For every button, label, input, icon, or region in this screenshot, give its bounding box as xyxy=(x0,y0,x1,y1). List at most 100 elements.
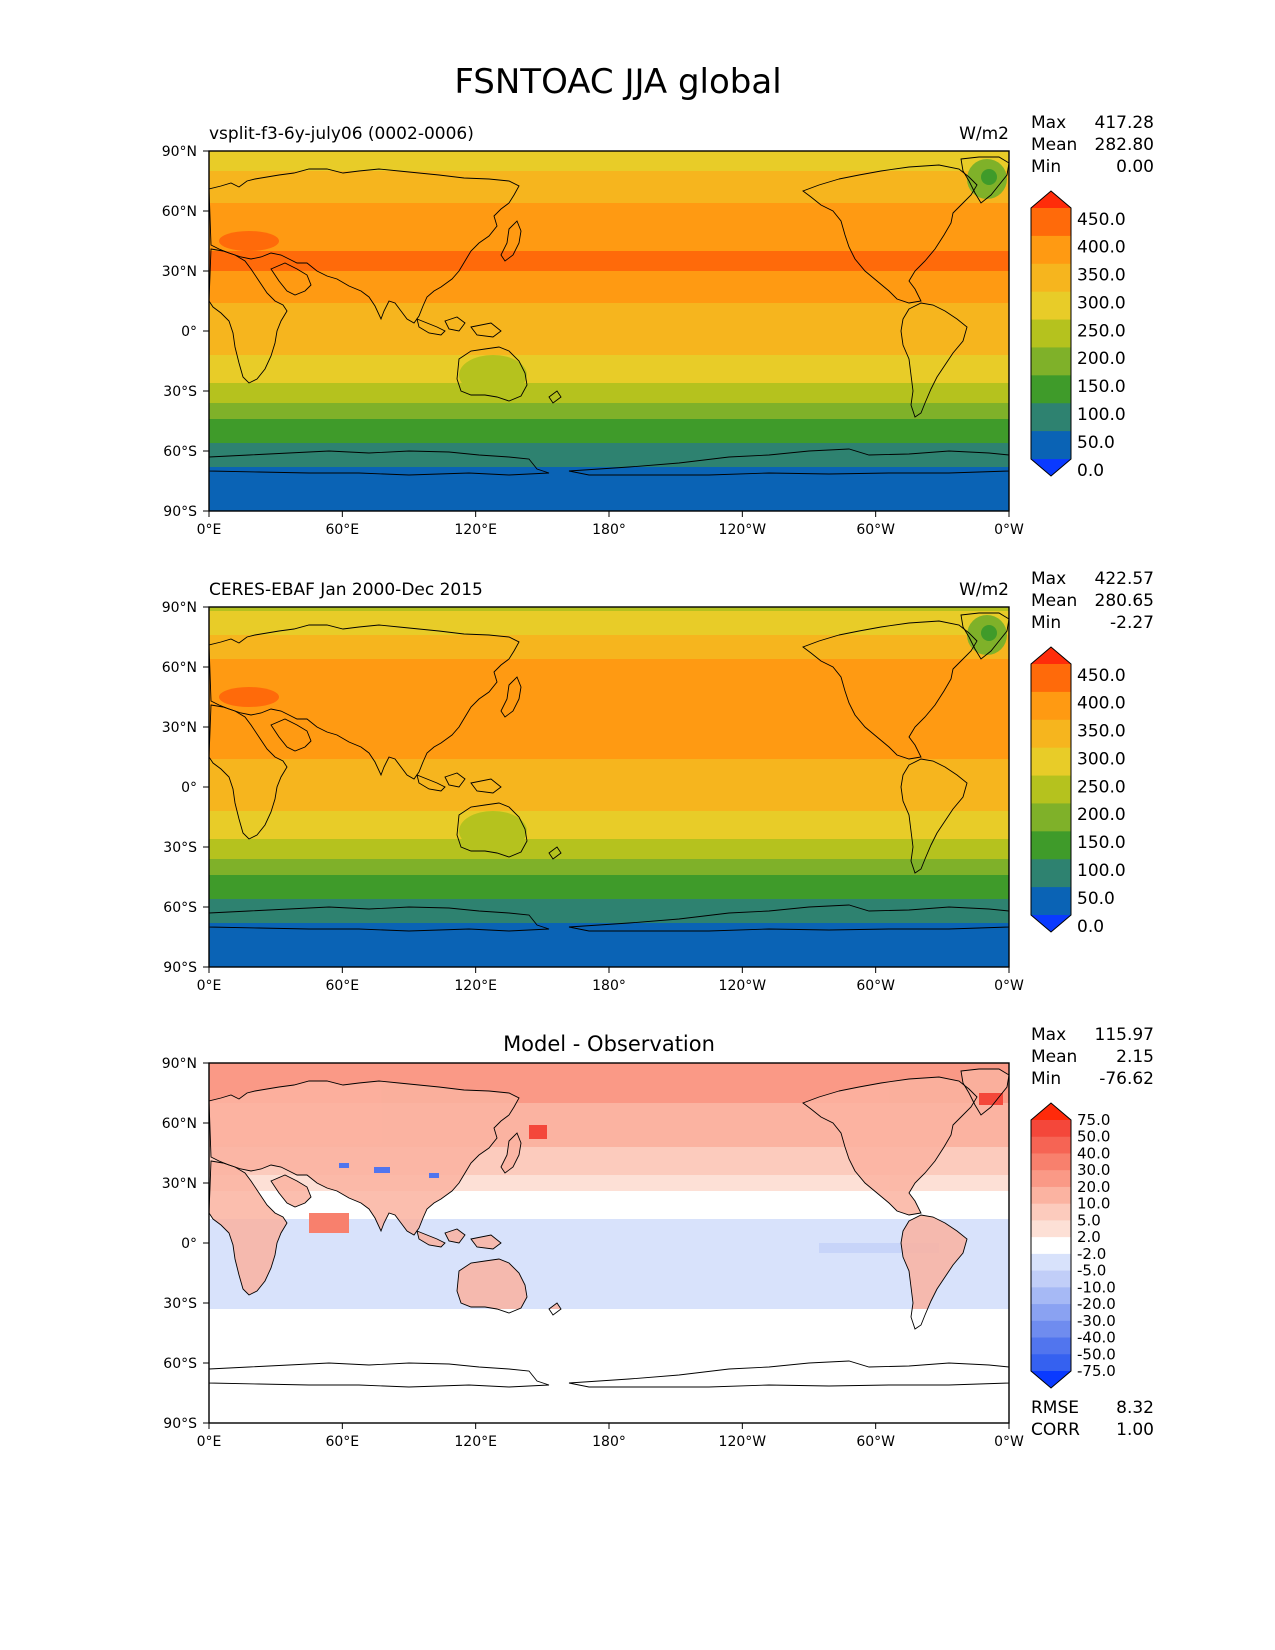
zonal-band xyxy=(209,243,1009,248)
zonal-band xyxy=(209,1231,1009,1236)
zonal-band xyxy=(209,411,1009,416)
zonal-band xyxy=(209,407,1009,412)
zonal-band xyxy=(209,699,1009,704)
zonal-band xyxy=(209,899,1009,904)
zonal-band xyxy=(209,351,1009,356)
zonal-band xyxy=(209,715,1009,720)
zonal-band xyxy=(209,483,1009,488)
colorbar-segment xyxy=(1031,831,1071,860)
map-field xyxy=(209,607,1009,967)
zonal-band xyxy=(209,711,1009,716)
lat-tick-label: 90°N xyxy=(162,144,197,160)
stat-label-rmse: RMSE xyxy=(1031,1398,1079,1418)
zonal-band xyxy=(209,427,1009,432)
lon-tick-label: 0°E xyxy=(197,978,222,994)
map-area: 90°N 60°N 30°N 0° 30°S 60°S 90°S0°E 60°E 120°E 18… xyxy=(162,124,1024,538)
stat-label-max: Max xyxy=(1031,1025,1066,1045)
lat-tick-label: 60°N xyxy=(162,204,197,220)
zonal-band xyxy=(209,771,1009,776)
colorbar-extend-top xyxy=(1031,647,1071,664)
zonal-band xyxy=(209,167,1009,172)
stats-block: Max 115.97 Mean 2.15 Min -76.62 RMSE 8.32 CORR 1.… xyxy=(1031,1025,1154,1440)
positive-anomaly-patch xyxy=(309,1213,349,1233)
colorbar-segment xyxy=(1031,691,1071,721)
zonal-band xyxy=(209,663,1009,668)
colorbar-label: 75.0 xyxy=(1077,1111,1110,1129)
zonal-band xyxy=(209,203,1009,208)
zonal-band xyxy=(209,283,1009,288)
zonal-band xyxy=(209,1287,1009,1292)
map-area: 90°N 60°N 30°N 0° 30°S 60°S 90°S0°E 60°E 120°E 18… xyxy=(162,1032,1024,1450)
neutral-region xyxy=(209,1309,1009,1423)
colorbar-segment xyxy=(1031,1220,1071,1238)
colorbar-extend-bottom xyxy=(1031,459,1071,476)
zonal-band xyxy=(209,1211,1009,1216)
zonal-band xyxy=(209,1291,1009,1296)
stat-label-min: Min xyxy=(1031,613,1061,633)
colorbar: 450.0 400.0 350.0 300.0 250.0 200.0 150.0 100.0… xyxy=(1030,190,1126,481)
lon-tick-label: 120°W xyxy=(719,1434,767,1450)
stat-label-corr: CORR xyxy=(1031,1420,1080,1440)
zonal-band xyxy=(209,1243,1009,1248)
colorbar-segment xyxy=(1031,859,1071,888)
map-area: 90°N 60°N 30°N 0° 30°S 60°S 90°S0°E 60°E 120°E 18… xyxy=(162,580,1024,994)
zonal-band xyxy=(209,659,1009,664)
zonal-band xyxy=(209,839,1009,844)
zonal-band xyxy=(209,447,1009,452)
zonal-band xyxy=(209,331,1009,336)
lat-tick-label: 60°N xyxy=(162,660,197,676)
lon-tick-label: 120°E xyxy=(454,978,497,994)
zonal-band xyxy=(209,895,1009,900)
zonal-band xyxy=(209,907,1009,912)
colorbar-label: 150.0 xyxy=(1077,833,1126,853)
colorbar: 450.0 400.0 350.0 300.0 250.0 200.0 150.0 100.0… xyxy=(1030,646,1126,937)
zonal-band xyxy=(209,959,1009,964)
zonal-band xyxy=(209,675,1009,680)
zonal-band xyxy=(209,927,1009,932)
zonal-band xyxy=(209,823,1009,828)
stat-value-mean: 282.80 xyxy=(1095,135,1154,155)
zonal-band xyxy=(209,671,1009,676)
map-field xyxy=(209,151,1009,511)
zonal-band xyxy=(209,1247,1009,1252)
colorbar-segment xyxy=(1031,263,1071,293)
lat-tick-label: 0° xyxy=(181,780,197,796)
zonal-band xyxy=(209,887,1009,892)
panel-units: W/m2 xyxy=(959,580,1009,600)
zonal-band xyxy=(209,359,1009,364)
stat-label-max: Max xyxy=(1031,569,1066,589)
lon-tick-label: 180° xyxy=(592,522,626,538)
zonal-band xyxy=(209,183,1009,188)
australia-field xyxy=(459,811,527,851)
zonal-band xyxy=(209,775,1009,780)
zonal-band xyxy=(209,495,1009,500)
stat-value-rmse: 8.32 xyxy=(1116,1398,1154,1418)
zonal-band xyxy=(209,323,1009,328)
mediterranean-field xyxy=(219,231,279,251)
zonal-band xyxy=(209,739,1009,744)
zonal-band xyxy=(209,1167,1009,1172)
zonal-band xyxy=(209,1267,1009,1272)
lon-tick-label: 120°E xyxy=(454,1434,497,1450)
zonal-band xyxy=(209,871,1009,876)
positive-anomaly-patch xyxy=(529,1125,547,1139)
negative-anomaly-patch xyxy=(374,1167,390,1173)
figure-title: FSNTOAC JJA global xyxy=(454,62,781,102)
colorbar-segment xyxy=(1031,1337,1071,1355)
zonal-band xyxy=(209,355,1009,360)
zonal-band xyxy=(209,1071,1009,1076)
colorbar-segment xyxy=(1031,291,1071,321)
zonal-band xyxy=(209,1179,1009,1184)
colorbar-label: 10.0 xyxy=(1077,1195,1110,1213)
zonal-band xyxy=(209,707,1009,712)
zonal-band xyxy=(209,719,1009,724)
australia-field xyxy=(459,355,527,395)
zonal-band xyxy=(209,179,1009,184)
lat-tick-label: 60°S xyxy=(163,444,197,460)
zonal-band xyxy=(209,791,1009,796)
stat-value-min: 0.00 xyxy=(1116,157,1154,177)
zonal-band xyxy=(209,159,1009,164)
colorbar-outline xyxy=(1030,646,1072,933)
negative-anomaly-patch xyxy=(429,1173,439,1178)
colorbar-segment xyxy=(1031,1287,1071,1305)
